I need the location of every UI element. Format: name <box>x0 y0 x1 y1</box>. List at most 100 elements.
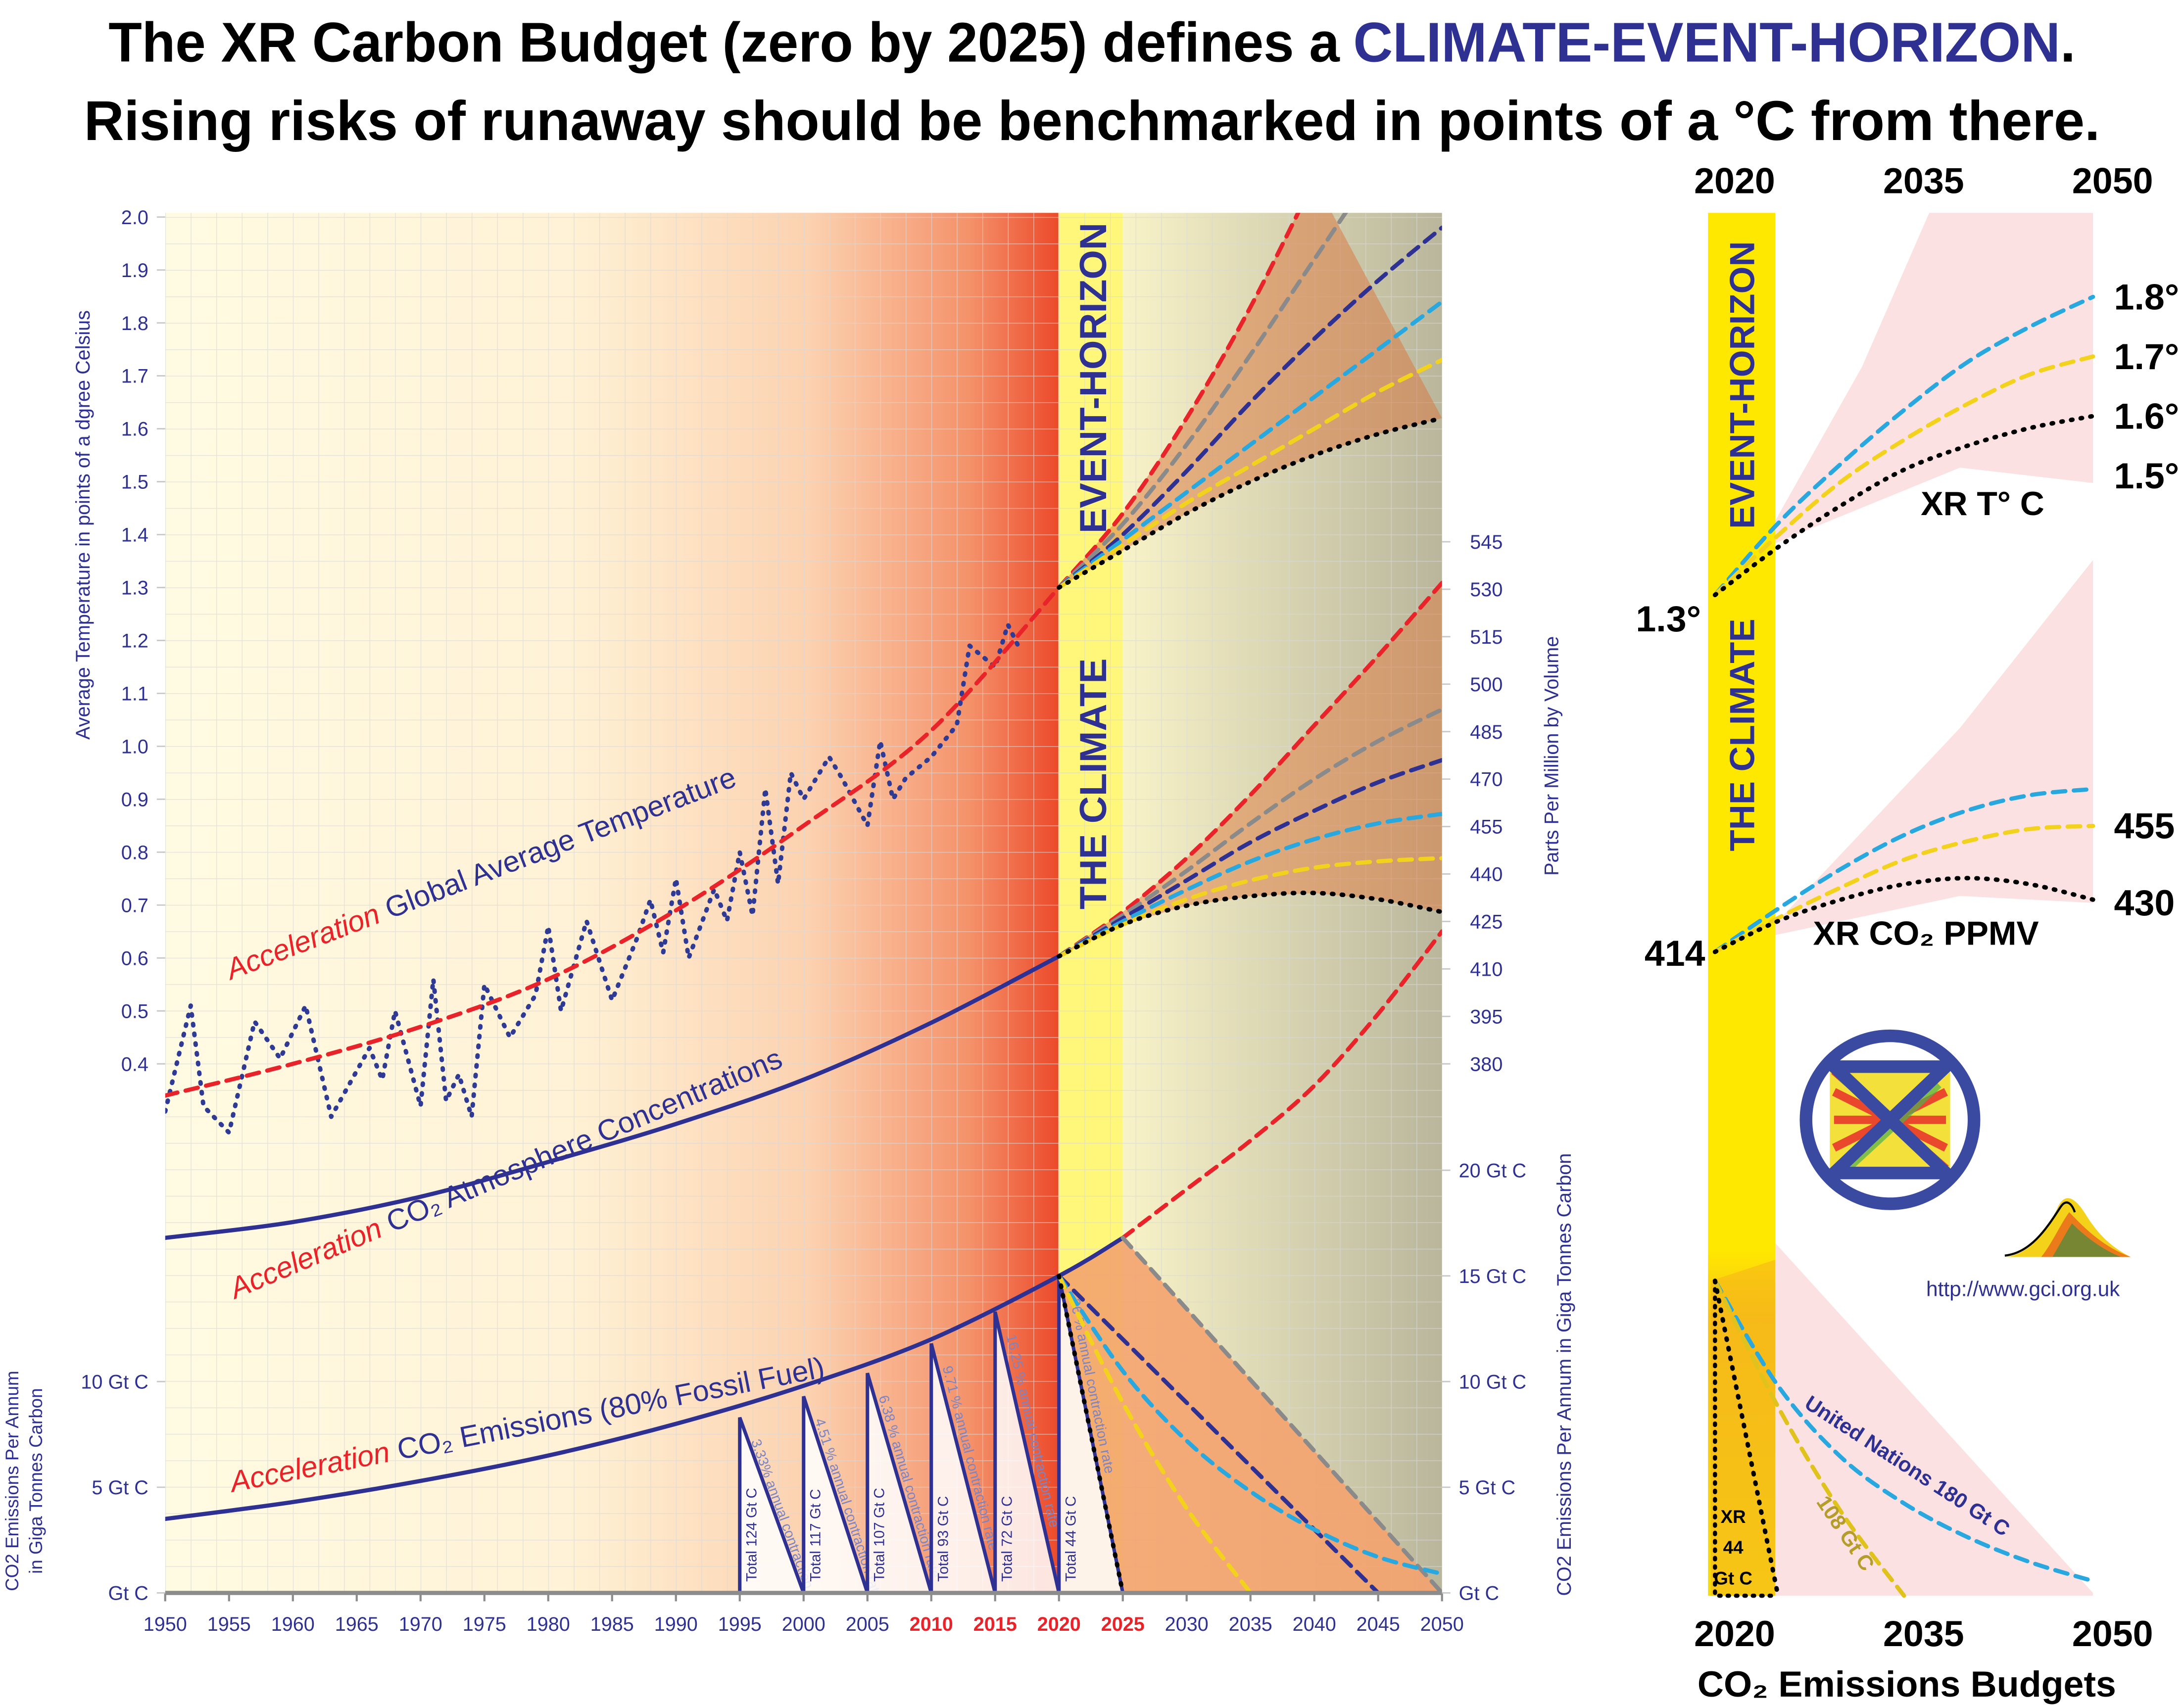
header: The XR Carbon Budget (zero by 2025) defi… <box>84 11 2100 152</box>
url[interactable]: http://www.gci.org.uk <box>1926 1278 2120 1301</box>
series-line <box>1057 580 1442 958</box>
y2-tick-label: 500 <box>1470 674 1503 696</box>
x-tick-label: 1990 <box>654 1613 698 1635</box>
x-tick-label: 1950 <box>144 1613 187 1635</box>
series-line <box>1057 358 1442 590</box>
series-line <box>1057 416 1442 590</box>
x-axis-label: CO₂ Emissions Budgets <box>1698 1663 2116 1705</box>
series-line <box>1057 891 1442 959</box>
budget-triangle <box>1057 1276 1125 1593</box>
band-label: THE CLIMATE <box>1072 659 1115 910</box>
x-tick-label: 1980 <box>527 1613 570 1635</box>
x-tick-label: 2035 <box>1883 1613 1964 1654</box>
y3-tick-label: 15 Gt C <box>1459 1266 1526 1287</box>
budget-triangle <box>738 1417 806 1593</box>
x-tick-label: 2050 <box>2072 1613 2153 1654</box>
budget-total: Total 72 Gt C <box>999 1496 1016 1582</box>
budget-triangle <box>802 1396 870 1593</box>
x-tick-label: 2040 <box>1293 1613 1336 1635</box>
series-name: XR <box>1721 1507 1746 1527</box>
series-line <box>1712 1279 1781 1598</box>
y-tick-label: 0.6 <box>121 947 148 969</box>
start-label: 414 <box>1645 933 1705 974</box>
x-tick-label: 2045 <box>1357 1613 1400 1635</box>
ppm-title: XR CO₂ PPMV <box>1813 915 2038 952</box>
band-label: EVENT-HORIZON <box>1723 241 1762 529</box>
y2-axis-label: Parts Per Million by Volume <box>1541 636 1563 876</box>
budget-total: Total 44 Gt C <box>1063 1496 1079 1582</box>
x-tick-label-top: 2050 <box>2072 160 2153 201</box>
series-line <box>1057 213 1301 590</box>
series-line <box>1057 1274 1380 1593</box>
budget-triangle <box>993 1311 1061 1593</box>
y2-tick-label: 395 <box>1470 1006 1503 1028</box>
start-label: 1.3° <box>1636 598 1701 639</box>
y-tick-label: 1.7 <box>121 366 148 387</box>
y3-left-label: CO2 Emissions Per Annum <box>2 1371 22 1591</box>
x-tick-label: 2030 <box>1165 1613 1209 1635</box>
budget-total: Total 93 Gt C <box>935 1496 952 1582</box>
x-tick-label: 2020 <box>1037 1613 1081 1635</box>
y-tick-label: 0.9 <box>121 789 148 810</box>
series-line <box>1713 354 2095 597</box>
series-line <box>165 585 1061 1098</box>
y-tick-label: 0.7 <box>121 895 148 916</box>
marks <box>1712 294 2095 1598</box>
y2-tick-label: 530 <box>1470 579 1503 601</box>
x-tick-label: 2020 <box>1694 1613 1775 1654</box>
y-tick-label: 1.4 <box>121 524 148 546</box>
series-line <box>165 1235 1125 1521</box>
budget-triangle <box>929 1343 997 1593</box>
y2-tick-label: 425 <box>1470 911 1503 933</box>
series-name: Gt C <box>1714 1568 1752 1588</box>
y3-left-tick-label: 5 Gt C <box>92 1477 148 1499</box>
series-line <box>1057 213 1348 590</box>
title: The XR Carbon Budget (zero by 2025) defi… <box>108 11 2076 74</box>
emissions-range <box>1775 1243 2093 1596</box>
x-tick-label: 2025 <box>1101 1613 1145 1635</box>
y-tick-label: 1.6 <box>121 419 148 440</box>
title-end: . <box>2060 11 2076 74</box>
y2-tick-label: 380 <box>1470 1053 1503 1075</box>
x-tick-label: 1955 <box>207 1613 251 1635</box>
y2-tick-label: 515 <box>1470 626 1503 648</box>
x-tick-label: 2050 <box>1420 1613 1464 1635</box>
series-line <box>1713 787 2095 954</box>
budget-triangle <box>866 1373 933 1593</box>
y-axis-label: Average Temperature in points of a dgree… <box>72 310 94 740</box>
y3-tick-label: 5 Gt C <box>1459 1477 1515 1499</box>
end-label: 1.7° <box>2114 336 2180 377</box>
x-tick-label: 1970 <box>399 1613 442 1635</box>
y2-tick-label: 545 <box>1470 531 1503 553</box>
series-line <box>1713 1279 1906 1598</box>
x-tick-label: 2010 <box>910 1613 953 1635</box>
ppm-range <box>1775 560 2093 935</box>
series-line <box>1057 299 1442 590</box>
y-tick-label: 1.5 <box>121 472 148 493</box>
y3-axis-label: CO2 Emissions Per Annum in Giga Tonnes C… <box>1553 1153 1575 1596</box>
budget-total: Total 107 Gt C <box>872 1488 888 1582</box>
y3-tick-label: 20 Gt C <box>1459 1160 1526 1182</box>
x-tick-label: 1985 <box>590 1613 634 1635</box>
series-line <box>1057 1274 1253 1593</box>
end-label: 455 <box>2114 805 2175 847</box>
y3-left-tick-label: 10 Gt C <box>81 1371 148 1393</box>
x-tick-label: 2015 <box>973 1613 1017 1635</box>
series-line <box>1713 824 2095 954</box>
series-line <box>1057 811 1442 958</box>
series-line <box>1057 225 1442 590</box>
y-tick-label: 1.0 <box>121 736 148 758</box>
series-line <box>1713 1279 2095 1583</box>
band-label: THE CLIMATE <box>1723 618 1762 851</box>
gci-icon <box>2004 1198 2131 1257</box>
series-line <box>1057 758 1442 958</box>
series-line <box>165 622 1023 1135</box>
x-tick-label: 2035 <box>1229 1613 1272 1635</box>
y2-tick-label: 455 <box>1470 816 1503 838</box>
series-line <box>1713 294 2095 597</box>
subtitle: Rising risks of runaway should be benchm… <box>84 90 2100 152</box>
y3-left-tick-label: Gt C <box>108 1583 148 1605</box>
band-label: EVENT-HORIZON <box>1072 223 1115 533</box>
